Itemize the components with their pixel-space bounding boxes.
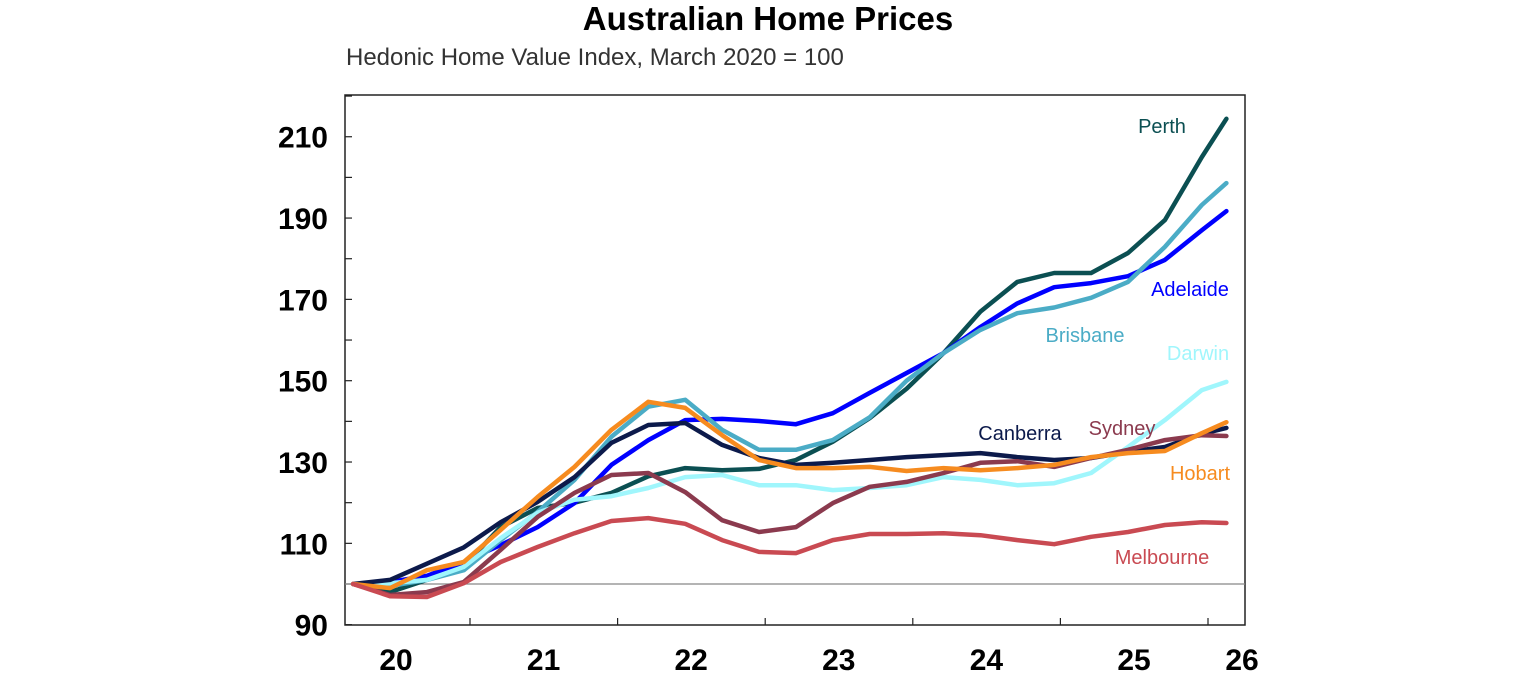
series-labels: Perth Adelaide Brisbane Darwin Canberra Sydne… [978, 116, 1230, 569]
x-tick-label: 24 [970, 644, 1004, 677]
chart-title: Australian Home Prices [583, 0, 953, 37]
y-tick-label: 90 [295, 610, 328, 643]
series-label-brisbane: Brisbane [1046, 325, 1125, 347]
x-tick-label: 23 [822, 644, 855, 677]
x-tick-label: 25 [1117, 644, 1150, 677]
series-label-melbourne: Melbourne [1115, 547, 1210, 569]
series-label-canberra: Canberra [978, 423, 1062, 445]
y-tick-label: 170 [278, 284, 328, 317]
x-axis: 20 21 22 23 24 25 26 [379, 618, 1259, 677]
series-line-perth [350, 116, 1229, 595]
y-tick-label: 190 [278, 203, 328, 236]
plot-area [344, 94, 1246, 626]
x-tick-label: 21 [527, 644, 560, 677]
series-line-melbourne [350, 515, 1229, 600]
y-tick-label: 130 [278, 447, 328, 480]
y-tick-label: 150 [278, 366, 328, 399]
series-line-hobart [350, 399, 1229, 591]
x-tick-label: 20 [379, 644, 412, 677]
series-line-brisbane [350, 180, 1229, 589]
series-line-canberra [350, 420, 1229, 587]
y-tick-label: 110 [280, 528, 328, 561]
x-tick-label: 26 [1225, 644, 1258, 677]
series-label-adelaide: Adelaide [1151, 279, 1229, 301]
series-label-sydney: Sydney [1089, 418, 1156, 440]
series-label-darwin: Darwin [1167, 343, 1229, 365]
series-lines [350, 116, 1229, 600]
y-tick-label: 210 [278, 122, 328, 155]
y-axis: 90 110 130 150 170 190 210 [278, 95, 352, 643]
series-label-hobart: Hobart [1170, 463, 1230, 485]
chart-subtitle: Hedonic Home Value Index, March 2020 = 1… [346, 44, 844, 71]
series-line-adelaide [350, 208, 1229, 587]
x-tick-label: 22 [675, 644, 708, 677]
series-line-darwin [350, 379, 1229, 587]
series-label-perth: Perth [1138, 116, 1186, 138]
